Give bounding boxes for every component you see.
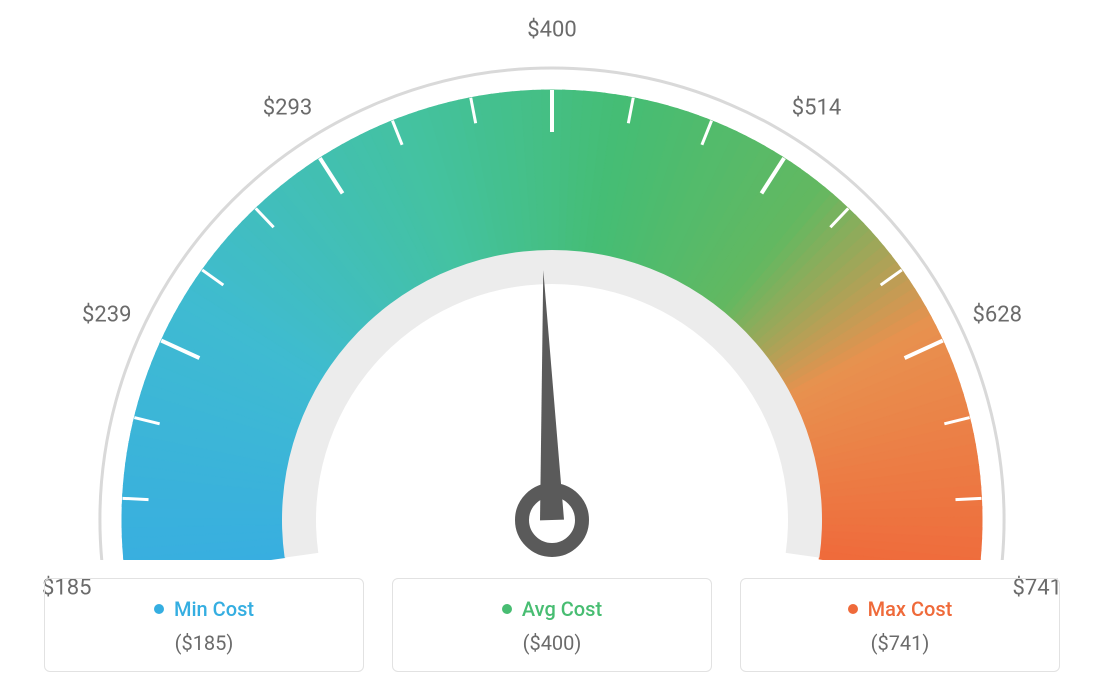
legend-row: Min Cost ($185) Avg Cost ($400) Max Cost…: [0, 578, 1104, 672]
legend-label-avg: Avg Cost: [522, 597, 602, 621]
gauge-area: $185$239$293$400$514$628$741: [0, 0, 1104, 560]
chart-container: $185$239$293$400$514$628$741 Min Cost ($…: [0, 0, 1104, 690]
legend-dot-avg: [502, 604, 512, 614]
legend-dot-max: [848, 604, 858, 614]
legend-title-avg: Avg Cost: [502, 597, 602, 621]
legend-value-avg: ($400): [403, 631, 701, 655]
gauge-tick-label: $514: [792, 95, 841, 120]
legend-box-avg: Avg Cost ($400): [392, 578, 712, 672]
gauge-tick-label: $400: [527, 18, 576, 43]
legend-value-max: ($741): [751, 631, 1049, 655]
legend-label-max: Max Cost: [868, 597, 953, 621]
gauge-svg: [0, 0, 1104, 560]
legend-box-min: Min Cost ($185): [44, 578, 364, 672]
legend-box-max: Max Cost ($741): [740, 578, 1060, 672]
legend-value-min: ($185): [55, 631, 353, 655]
legend-dot-min: [154, 604, 164, 614]
gauge-needle: [540, 270, 564, 520]
gauge-tick-label: $293: [263, 95, 312, 120]
gauge-tick-label: $628: [973, 303, 1022, 328]
legend-title-min: Min Cost: [154, 597, 254, 621]
legend-label-min: Min Cost: [174, 597, 254, 621]
gauge-tick-label: $239: [82, 303, 131, 328]
legend-title-max: Max Cost: [848, 597, 953, 621]
